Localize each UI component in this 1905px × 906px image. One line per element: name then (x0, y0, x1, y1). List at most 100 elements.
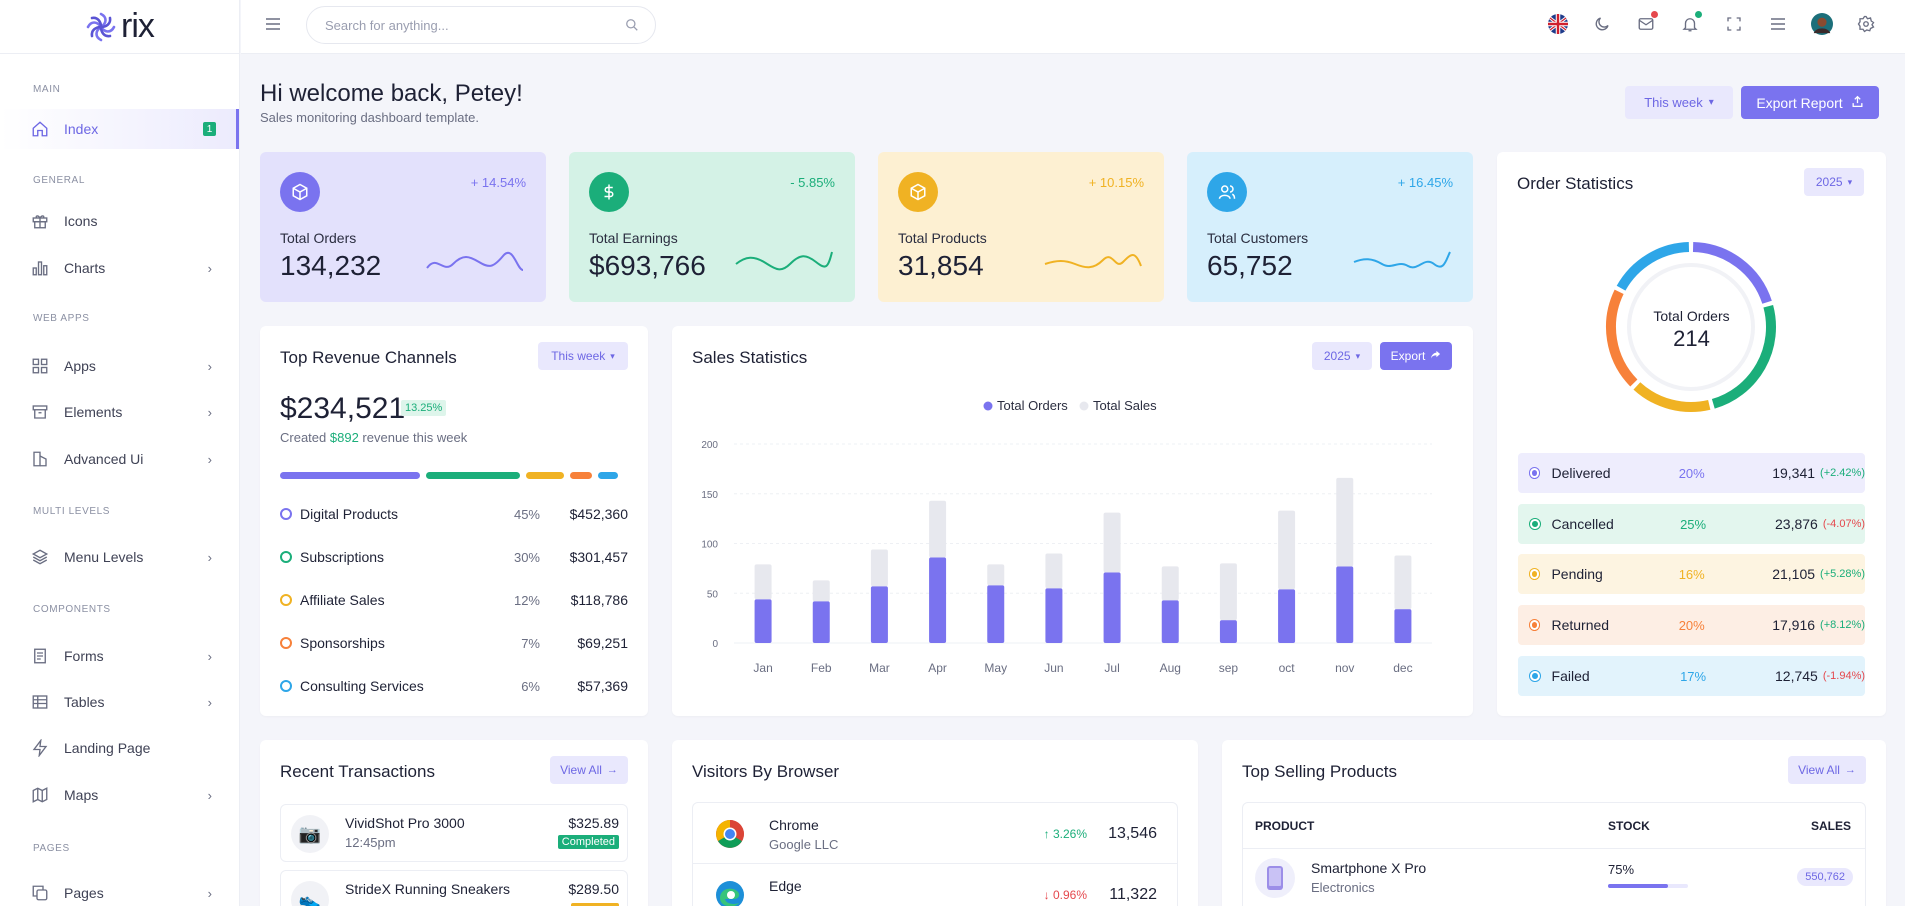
donut-center-label: Total Orders (1653, 308, 1730, 324)
search-icon (625, 18, 639, 35)
mail-icon[interactable] (1635, 11, 1658, 35)
sidebar-item-apps[interactable]: Apps › (0, 346, 239, 386)
stat-label: Total Earnings (589, 230, 678, 246)
transaction-row[interactable]: 👟 StrideX Running Sneakers $289.50 (280, 870, 628, 906)
revenue-channel-row[interactable]: Affiliate Sales 12% $118,786 (280, 590, 628, 610)
logo-icon (86, 12, 116, 41)
revenue-channel-row[interactable]: Sponsorships 7% $69,251 (280, 633, 628, 653)
sidebar-item-label: Maps (64, 787, 99, 803)
transaction-row[interactable]: 📷 VividShot Pro 3000 12:45pm $325.89 Com… (280, 804, 628, 862)
logo[interactable]: rix (0, 0, 239, 54)
gear-icon[interactable] (1855, 13, 1877, 35)
status-value: 23,876 (1775, 516, 1818, 532)
chevron-right-icon: › (207, 260, 212, 276)
x-tick-label: dec (1393, 661, 1412, 675)
smartphone-icon (1255, 858, 1295, 898)
status-value: 12,745 (1775, 668, 1818, 684)
revenue-progress-segment (570, 472, 592, 479)
order-year-dropdown[interactable]: 2025 ▾ (1804, 168, 1864, 196)
bar-total-sales (754, 564, 772, 600)
browser-row[interactable]: Chrome Google LLC ↑ 3.26% 13,546 (692, 802, 1178, 864)
sidebar-item-tables[interactable]: Tables › (0, 682, 239, 722)
status-change: (-4.07%) (1822, 518, 1866, 530)
bar-total-sales (1336, 477, 1354, 567)
order-status-row-failed[interactable]: Failed 17% 12,745 (-1.94%) (1518, 656, 1865, 696)
camera-icon: 📷 (291, 815, 329, 853)
sidebar-item-index[interactable]: Index 1 (0, 109, 239, 149)
sidebar-item-landing-page[interactable]: Landing Page (0, 728, 239, 768)
bell-icon[interactable] (1679, 11, 1702, 35)
sidebar-item-icons[interactable]: Icons (0, 201, 239, 241)
created-suffix: revenue this week (362, 430, 468, 445)
bar-total-sales (812, 580, 830, 602)
uk-flag-icon[interactable] (1547, 13, 1569, 35)
status-change: (-1.94%) (1822, 670, 1866, 682)
revenue-progress-segment (526, 472, 564, 479)
stat-change: + 10.15% (1088, 175, 1144, 190)
sales-statistics-card: Sales Statistics 2025 ▾ Export 0 50 100 150… (672, 326, 1473, 716)
status-dot (1530, 671, 1540, 681)
period-button[interactable]: This week ▾ (1625, 86, 1733, 119)
status-percent: 20% (1678, 617, 1705, 633)
sidebar-item-forms[interactable]: Forms › (0, 636, 239, 676)
sidebar: rix MAIN Index 1 GENERAL Icons Charts › … (0, 0, 240, 906)
x-tick-label: Apr (928, 661, 947, 675)
top-selling-products-title: Top Selling Products (1242, 762, 1397, 781)
avatar[interactable] (1811, 13, 1833, 35)
x-tick-label: Jan (753, 661, 772, 675)
order-status-row-pending[interactable]: Pending 16% 21,105 (+5.28%) (1518, 554, 1865, 594)
arrow-right-icon: → (1844, 764, 1856, 776)
bar-total-sales (870, 549, 888, 587)
order-status-row-delivered[interactable]: Delivered 20% 19,341 (+2.42%) (1518, 453, 1865, 493)
browser-row[interactable]: Edge ↓ 0.96% 11,322 (692, 863, 1178, 906)
channel-name: Digital Products (300, 506, 399, 522)
revenue-channel-row[interactable]: Consulting Services 6% $57,369 (280, 676, 628, 696)
order-status-row-cancelled[interactable]: Cancelled 25% 23,876 (-4.07%) (1518, 504, 1865, 544)
x-tick-label: May (984, 661, 1007, 675)
sidebar-item-menu-levels[interactable]: Menu Levels › (0, 537, 239, 577)
index-badge: 1 (203, 122, 216, 136)
products-view-all-button[interactable]: View All → (1788, 756, 1866, 784)
x-tick-label: Jul (1104, 661, 1119, 675)
revenue-channel-row[interactable]: Digital Products 45% $452,360 (280, 504, 628, 524)
revenue-channel-row[interactable]: Subscriptions 30% $301,457 (280, 547, 628, 567)
sidebar-item-charts[interactable]: Charts › (0, 248, 239, 288)
y-tick-label: 50 (707, 589, 719, 600)
sales-export-label: Export (1390, 349, 1426, 363)
sales-year-dropdown[interactable]: 2025 ▾ (1312, 342, 1372, 370)
order-status-row-returned[interactable]: Returned 20% 17,916 (+8.12%) (1518, 605, 1865, 645)
sales-year-label: 2025 (1323, 349, 1351, 363)
sidebar-item-maps[interactable]: Maps › (0, 775, 239, 815)
product-stock-percent: 75% (1608, 862, 1635, 877)
search-input[interactable]: Search for anything... (306, 6, 656, 44)
list-icon[interactable] (1767, 13, 1789, 35)
bar-total-sales (1278, 510, 1296, 590)
sidebar-item-advanced-ui[interactable]: Advanced Ui › (0, 439, 239, 479)
bar-total-orders (754, 599, 772, 643)
chevron-down-icon: ▾ (610, 350, 615, 361)
export-report-button[interactable]: Export Report (1741, 86, 1879, 119)
stat-change: + 16.45% (1397, 175, 1453, 190)
stat-label: Total Orders (280, 230, 357, 246)
chevron-right-icon: › (207, 358, 212, 374)
menu-toggle-icon[interactable] (262, 13, 284, 35)
channel-amount: $118,786 (570, 592, 628, 608)
table-row[interactable]: Smartphone X Pro Electronics 75% 550,762 (1242, 848, 1866, 906)
y-tick-label: 200 (701, 440, 718, 451)
channel-marker (280, 508, 292, 520)
transactions-view-all-button[interactable]: View All → (550, 756, 628, 784)
revenue-period-dropdown[interactable]: This week ▾ (538, 342, 628, 370)
browser-company: Google LLC (769, 837, 839, 852)
fullscreen-icon[interactable] (1723, 13, 1745, 35)
status-percent: 20% (1678, 465, 1705, 481)
sidebar-item-elements[interactable]: Elements › (0, 392, 239, 432)
moon-icon[interactable] (1591, 13, 1613, 35)
chevron-right-icon: › (207, 549, 212, 565)
stat-label: Total Products (898, 230, 987, 246)
sidebar-item-pages[interactable]: Pages › (0, 873, 239, 906)
sales-export-button[interactable]: Export (1380, 342, 1452, 370)
sidebar-item-label: Charts (64, 260, 106, 276)
bell-notification-dot (1695, 11, 1702, 18)
revenue-progress-bars (280, 472, 628, 479)
product-sales-badge: 550,762 (1797, 868, 1853, 886)
